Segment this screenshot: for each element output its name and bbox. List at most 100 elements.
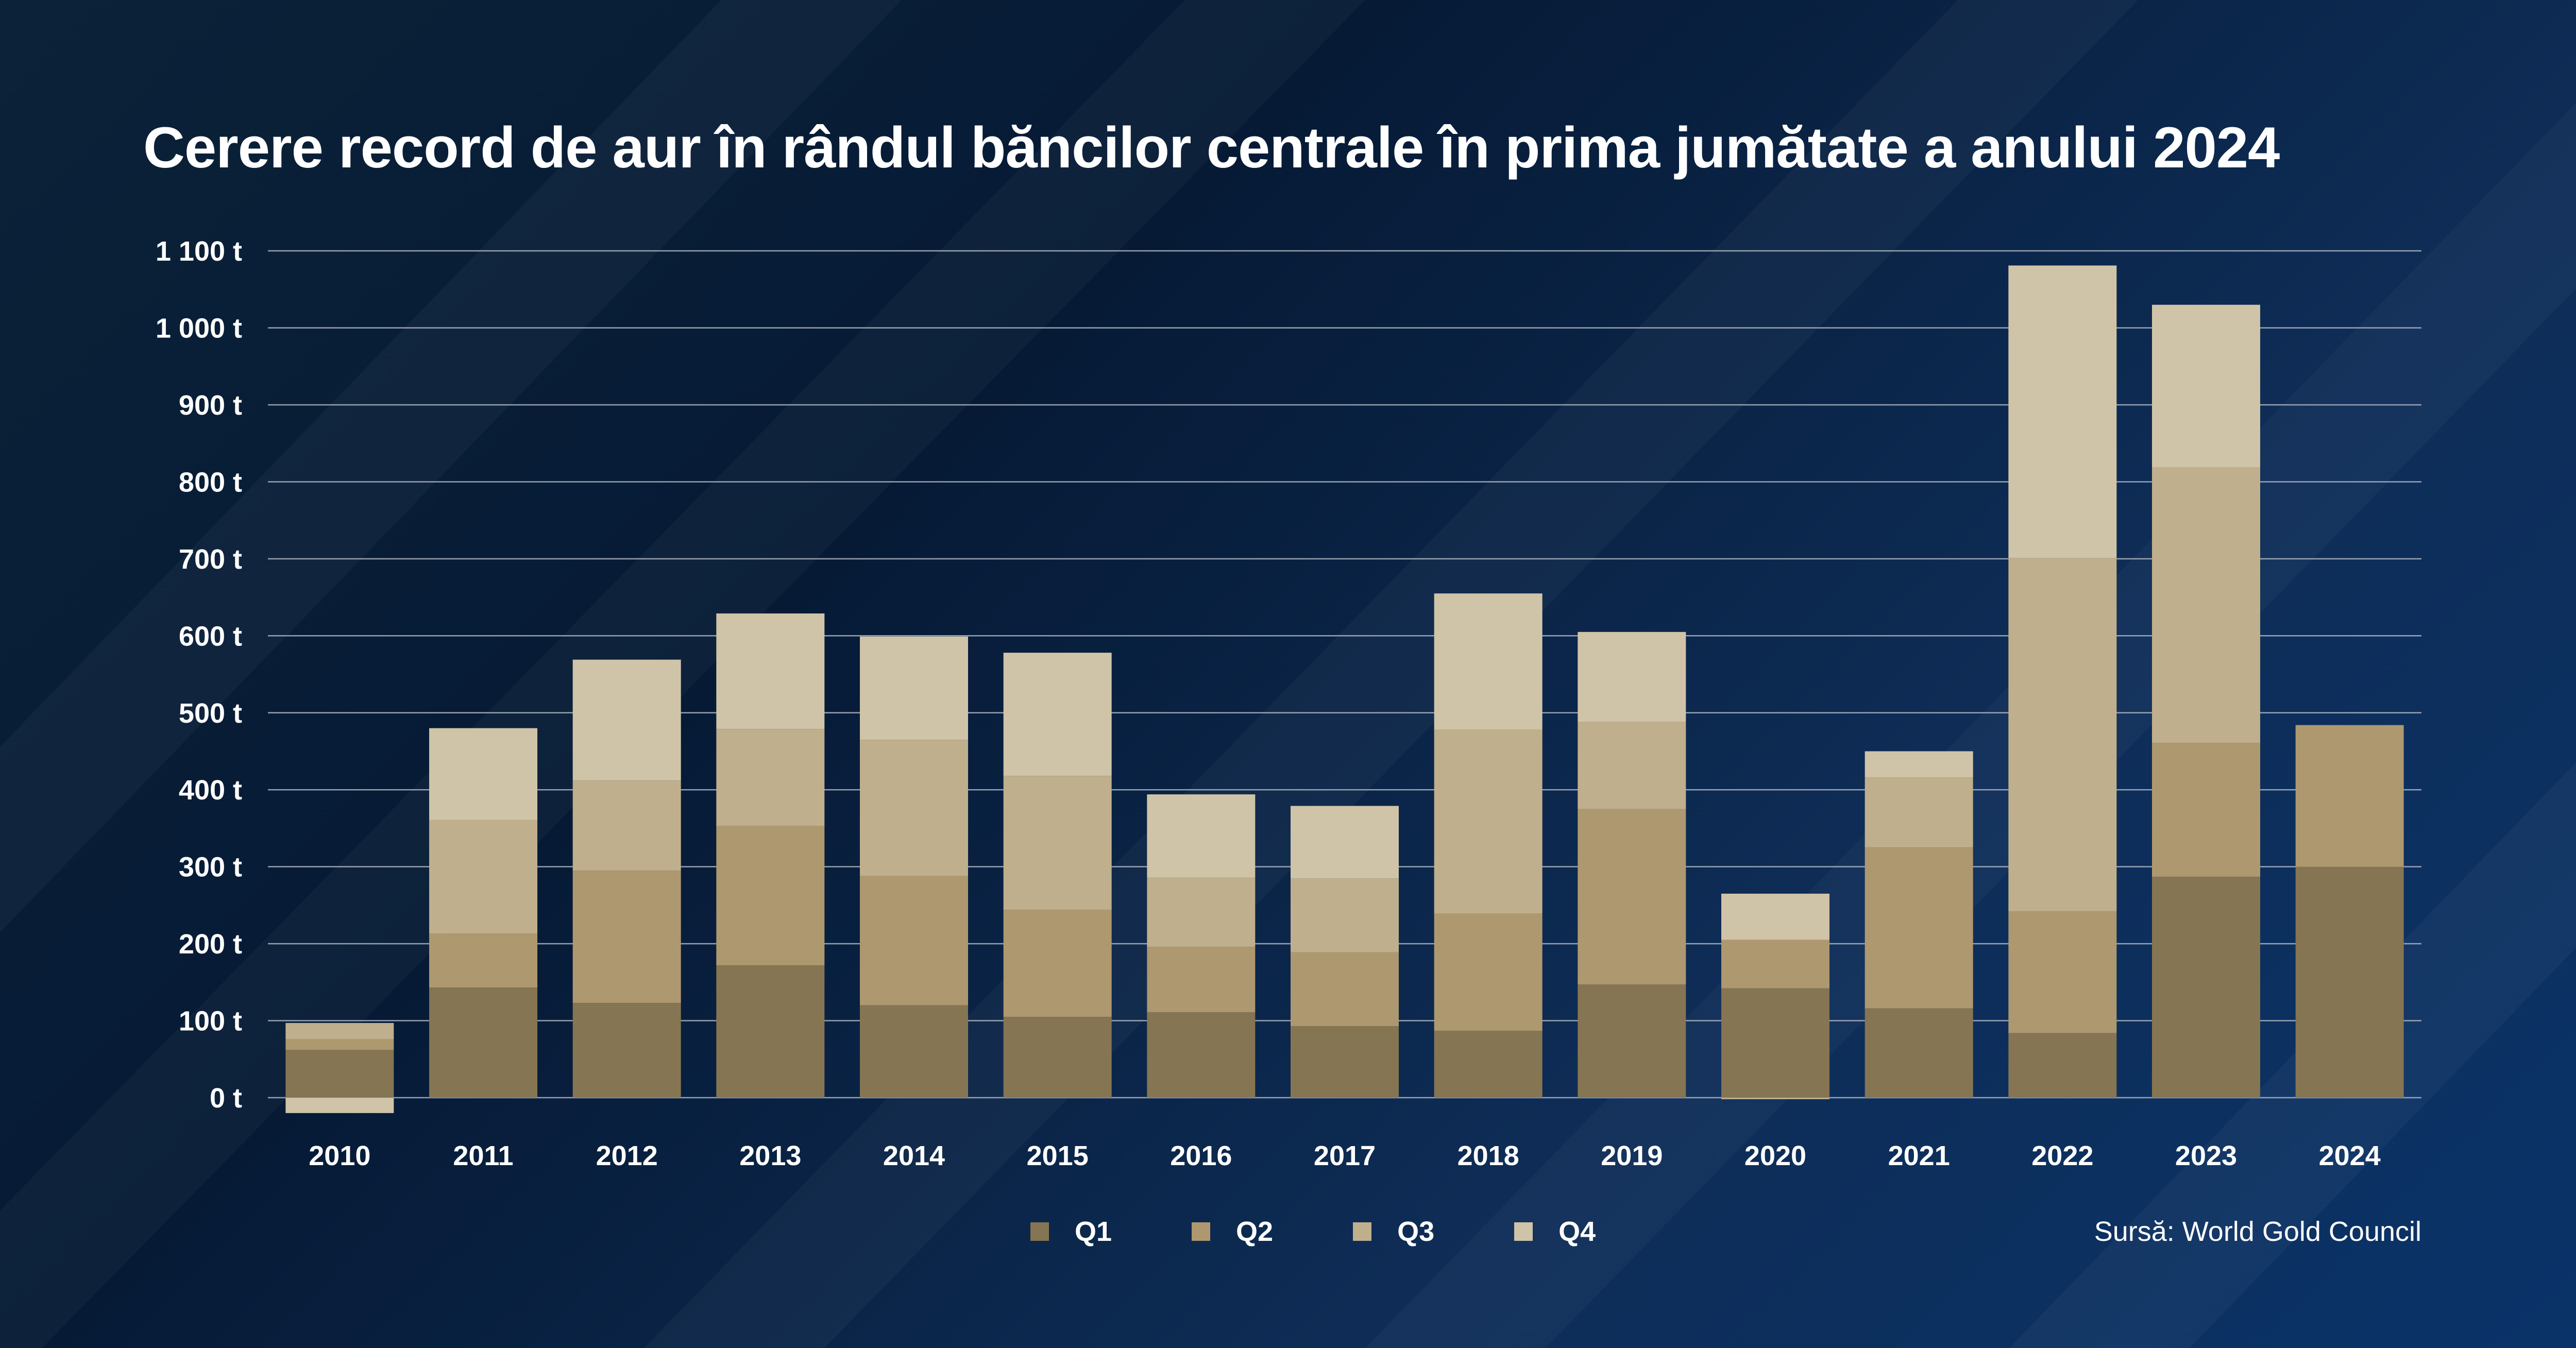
x-tick-label: 2019 [1601, 1140, 1663, 1171]
x-axis-tick-labels: 2010 2011 2012 2013 2014 2015 2016 2017 2018 2019… [309, 1140, 2380, 1171]
bar-2018-q1 [1434, 1030, 1543, 1098]
y-axis-tick-labels: 0 t 100 t 200 t 300 t 400 t 500 t 600 t 700 t 80… [156, 236, 242, 1114]
y-tick-label: 300 t [179, 852, 242, 883]
y-tick-label: 1 100 t [156, 236, 242, 267]
bar-2020-q4 [1721, 893, 1829, 940]
bar-2023-q3 [2152, 467, 2260, 743]
bar-2019-q1 [1578, 984, 1686, 1098]
bar-2010-q4 [285, 1098, 394, 1113]
bar-2021-q4 [1865, 751, 1973, 778]
bar-2010-q1 [285, 1050, 394, 1098]
x-tick-label: 2024 [2319, 1140, 2381, 1171]
x-tick-label: 2012 [596, 1140, 658, 1171]
bar-2012-q1 [572, 1003, 681, 1098]
legend-label-q1: Q1 [1075, 1216, 1112, 1247]
bar-2018-q2 [1434, 913, 1543, 1031]
legend-swatch-q4 [1514, 1222, 1533, 1241]
bar-2011-q4 [429, 728, 537, 820]
y-tick-label: 1 000 t [156, 313, 242, 344]
legend-item-q2: Q2 [1192, 1216, 1273, 1248]
bar-2013-q3 [716, 729, 825, 826]
bar-2022-q1 [2008, 1033, 2117, 1098]
bar-2013-q1 [716, 965, 825, 1098]
legend-item-q4: Q4 [1514, 1216, 1596, 1248]
x-tick-label: 2017 [1314, 1140, 1376, 1171]
bar-2017-q4 [1291, 806, 1399, 879]
bar-2014-q2 [860, 876, 968, 1005]
x-tick-label: 2023 [2175, 1140, 2237, 1171]
bar-2019-q2 [1578, 809, 1686, 985]
bar-2012-q2 [572, 871, 681, 1003]
bar-2016-q2 [1147, 947, 1256, 1013]
bar-2024-q2 [2295, 725, 2404, 867]
bar-2010-q2 [285, 1039, 394, 1050]
x-tick-label: 2010 [309, 1140, 370, 1171]
x-tick-label: 2013 [739, 1140, 801, 1171]
y-tick-label: 900 t [179, 390, 242, 421]
bar-2023-q4 [2152, 304, 2260, 468]
x-tick-label: 2015 [1027, 1140, 1089, 1171]
y-tick-label: 500 t [179, 698, 242, 729]
legend-label-q4: Q4 [1558, 1216, 1596, 1247]
bar-2021-q3 [1865, 777, 1973, 848]
bar-2021-q2 [1865, 847, 1973, 1009]
bar-2018-q3 [1434, 729, 1543, 914]
bar-2020-q3 [1721, 1098, 1829, 1099]
bar-2024-q1 [2295, 866, 2404, 1098]
bar-2022-q3 [2008, 558, 2117, 912]
bar-2016-q4 [1147, 794, 1256, 878]
bar-2020-q2 [1721, 940, 1829, 988]
bar-2011-q2 [429, 933, 537, 988]
bar-2017-q3 [1291, 878, 1399, 952]
x-tick-label: 2014 [883, 1140, 945, 1171]
y-tick-label: 700 t [179, 544, 242, 575]
bar-2014-q4 [860, 636, 968, 740]
bar-2020-q1 [1721, 988, 1829, 1098]
bar-2023-q2 [2152, 743, 2260, 877]
bar-2011-q3 [429, 820, 537, 934]
legend-swatch-q1 [1030, 1222, 1049, 1241]
legend-label-q3: Q3 [1397, 1216, 1435, 1247]
legend-item-q1: Q1 [1030, 1216, 1112, 1248]
y-tick-label: 800 t [179, 467, 242, 498]
bar-2015-q4 [1003, 653, 1112, 776]
legend-label-q2: Q2 [1236, 1216, 1274, 1247]
bar-2014-q1 [860, 1005, 968, 1098]
bar-2013-q4 [716, 613, 825, 729]
x-tick-label: 2011 [453, 1140, 513, 1171]
x-tick-label: 2016 [1170, 1140, 1232, 1171]
bar-2015-q3 [1003, 776, 1112, 910]
y-tick-label: 200 t [179, 929, 242, 960]
bar-2019-q4 [1578, 632, 1686, 722]
x-tick-label: 2020 [1744, 1140, 1806, 1171]
bar-2012-q3 [572, 780, 681, 871]
bar-2017-q2 [1291, 952, 1399, 1027]
bar-2010-q3 [285, 1023, 394, 1039]
x-tick-label: 2018 [1458, 1140, 1519, 1171]
bar-2014-q3 [860, 740, 968, 876]
bar-2015-q1 [1003, 1017, 1112, 1098]
bar-2015-q2 [1003, 910, 1112, 1017]
bars [285, 265, 2404, 1113]
bar-2018-q4 [1434, 593, 1543, 730]
bar-2013-q2 [716, 826, 825, 965]
y-tick-label: 100 t [179, 1006, 242, 1037]
bar-2011-q1 [429, 987, 537, 1098]
x-tick-label: 2022 [2031, 1140, 2093, 1171]
chart-title: Cerere record de aur în rândul băncilor … [143, 115, 2280, 180]
bar-2012-q4 [572, 659, 681, 781]
y-tick-label: 0 t [210, 1083, 242, 1114]
bar-2023-q1 [2152, 877, 2260, 1098]
bar-2022-q4 [2008, 265, 2117, 558]
bar-2022-q2 [2008, 911, 2117, 1033]
bar-2016-q1 [1147, 1012, 1256, 1098]
x-tick-label: 2021 [1888, 1140, 1950, 1171]
legend-swatch-q2 [1192, 1222, 1211, 1241]
bar-2019-q3 [1578, 722, 1686, 809]
legend: Q1 Q2 Q3 Q4 [1030, 1214, 1675, 1250]
y-tick-label: 600 t [179, 621, 242, 652]
bar-2021-q1 [1865, 1008, 1973, 1098]
y-tick-label: 400 t [179, 775, 242, 806]
